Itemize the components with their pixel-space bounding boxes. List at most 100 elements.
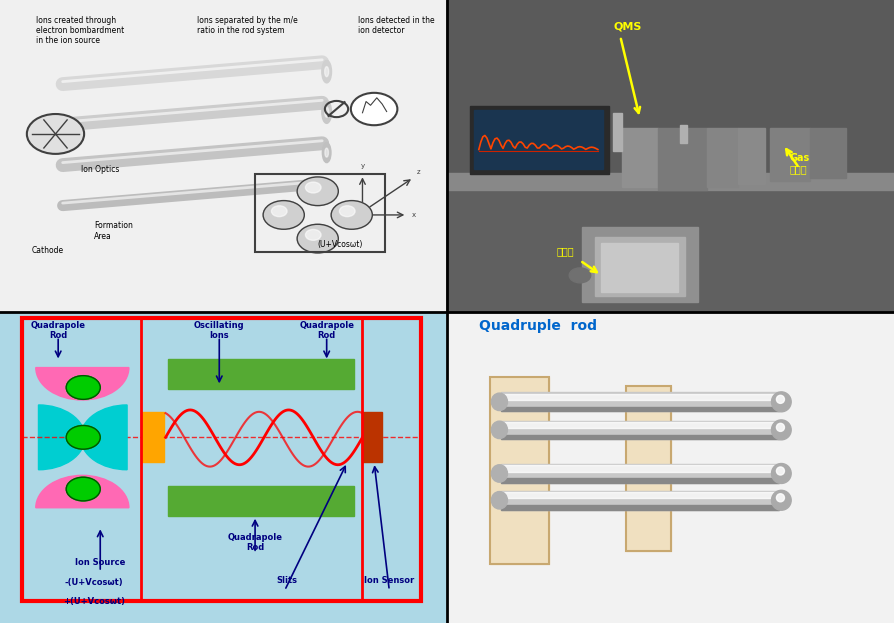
Bar: [447, 173, 894, 190]
Bar: [168, 359, 354, 389]
Bar: [501, 392, 778, 411]
Circle shape: [66, 376, 100, 399]
Text: -(U+Vcosωt): -(U+Vcosωt): [64, 578, 123, 587]
Bar: [447, 0, 894, 312]
Text: Slits: Slits: [275, 576, 297, 585]
Bar: [474, 110, 603, 169]
Bar: [501, 394, 778, 400]
Text: Ions detected in the
ion detector: Ions detected in the ion detector: [358, 16, 434, 35]
Ellipse shape: [491, 492, 507, 509]
Text: Formation
Area: Formation Area: [94, 221, 132, 240]
Bar: [501, 407, 778, 411]
Bar: [612, 113, 621, 151]
Bar: [601, 243, 678, 292]
Circle shape: [271, 206, 287, 217]
Ellipse shape: [776, 467, 783, 475]
Bar: [447, 174, 894, 312]
Bar: [626, 386, 670, 551]
Circle shape: [350, 93, 397, 125]
Text: (U+Vcosωt): (U+Vcosωt): [317, 240, 363, 249]
Bar: [447, 0, 894, 174]
Ellipse shape: [776, 493, 783, 502]
Bar: [168, 486, 354, 516]
Bar: [490, 377, 548, 564]
Text: Ion Sensor: Ion Sensor: [364, 576, 414, 585]
Bar: [581, 227, 697, 302]
Ellipse shape: [491, 421, 507, 439]
Circle shape: [27, 114, 84, 154]
Bar: [595, 237, 684, 296]
Bar: [469, 106, 608, 174]
Text: z: z: [417, 169, 420, 176]
Circle shape: [297, 177, 338, 206]
Bar: [501, 492, 778, 498]
Ellipse shape: [491, 465, 507, 482]
Text: Quadruple  rod: Quadruple rod: [478, 319, 596, 333]
Circle shape: [297, 224, 338, 253]
Text: 반응셀: 반응셀: [556, 246, 574, 256]
Bar: [255, 174, 384, 252]
Circle shape: [569, 268, 590, 283]
Text: +(U+Vcosωt): +(U+Vcosωt): [63, 597, 125, 606]
Text: Quadrapole
Rod: Quadrapole Rod: [30, 321, 86, 340]
Bar: [501, 465, 778, 472]
Text: Ions created through
electron bombardment
in the ion source: Ions created through electron bombardmen…: [36, 16, 124, 45]
Bar: [706, 128, 738, 187]
Circle shape: [305, 229, 321, 240]
Text: Ion Source: Ion Source: [75, 558, 125, 566]
Bar: [490, 377, 548, 564]
Text: Quadrapole
Rod: Quadrapole Rod: [227, 533, 283, 552]
Text: Ions separated by the m/e
ratio in the rod system: Ions separated by the m/e ratio in the r…: [197, 16, 298, 35]
Bar: [447, 312, 894, 623]
Ellipse shape: [322, 60, 331, 83]
Circle shape: [305, 182, 321, 193]
Bar: [501, 435, 778, 439]
Bar: [501, 491, 778, 510]
Text: y: y: [360, 163, 364, 169]
Ellipse shape: [771, 392, 790, 412]
Bar: [447, 187, 894, 312]
Bar: [679, 125, 687, 143]
Ellipse shape: [776, 424, 783, 431]
Circle shape: [263, 201, 304, 229]
Bar: [501, 421, 778, 439]
Ellipse shape: [325, 107, 328, 117]
Bar: [501, 505, 778, 510]
Circle shape: [339, 206, 355, 217]
Text: Cathode: Cathode: [31, 246, 63, 255]
Ellipse shape: [325, 148, 328, 157]
Bar: [626, 386, 670, 551]
Wedge shape: [36, 368, 129, 400]
Bar: [809, 128, 845, 178]
Ellipse shape: [776, 395, 783, 404]
Bar: [501, 478, 778, 483]
Bar: [141, 412, 164, 462]
Bar: [769, 128, 809, 181]
Bar: [501, 422, 778, 428]
Ellipse shape: [771, 420, 790, 440]
Text: Quadrapole
Rod: Quadrapole Rod: [299, 321, 354, 340]
Circle shape: [331, 201, 372, 229]
Text: Oscillating
Ions: Oscillating Ions: [194, 321, 244, 340]
Text: Ion Optics: Ion Optics: [80, 165, 119, 174]
Bar: [0, 312, 447, 623]
Ellipse shape: [322, 143, 331, 163]
Ellipse shape: [325, 67, 328, 77]
Circle shape: [66, 477, 100, 501]
Bar: [22, 318, 420, 601]
Wedge shape: [80, 405, 127, 470]
Bar: [621, 128, 657, 187]
Bar: [447, 312, 894, 623]
Ellipse shape: [322, 101, 331, 123]
Ellipse shape: [491, 393, 507, 411]
Text: x: x: [411, 212, 416, 218]
Bar: [657, 128, 706, 190]
Text: QMS: QMS: [612, 22, 641, 32]
Text: Gas
주입로: Gas 주입로: [789, 153, 809, 174]
Bar: [0, 0, 447, 312]
Wedge shape: [36, 475, 129, 508]
Circle shape: [66, 426, 100, 449]
Ellipse shape: [771, 490, 790, 510]
Bar: [501, 464, 778, 483]
Wedge shape: [38, 405, 85, 470]
